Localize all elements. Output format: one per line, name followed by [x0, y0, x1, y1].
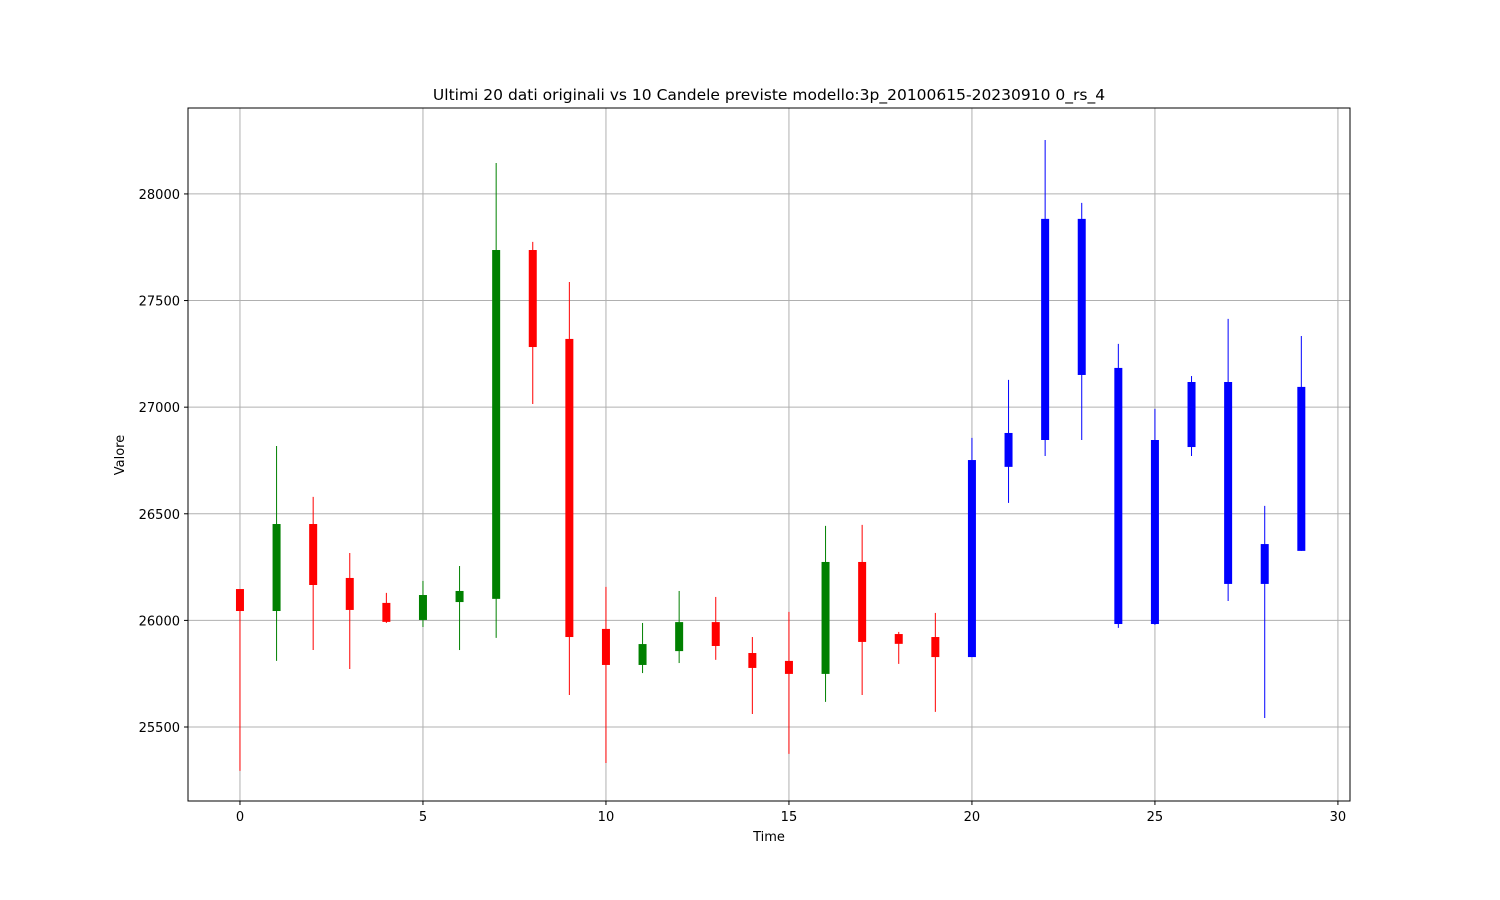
candle-body	[638, 644, 647, 665]
candle-body	[1187, 382, 1196, 448]
candle-body	[748, 653, 757, 668]
candle-body	[1077, 218, 1086, 375]
y-tick-label: 26500	[139, 508, 180, 523]
x-tick-label: 10	[598, 810, 615, 825]
x-tick-label: 30	[1330, 810, 1347, 825]
candle-body	[821, 561, 830, 674]
y-tick-label: 28000	[139, 188, 180, 203]
candle-body	[711, 622, 720, 646]
candle-body	[382, 602, 391, 622]
candle-body	[455, 590, 464, 603]
y-tick-label: 27000	[139, 401, 180, 416]
chart-title: Ultimi 20 dati originali vs 10 Candele p…	[433, 86, 1105, 105]
y-axis-label: Valore	[113, 435, 128, 475]
candle-body	[601, 628, 610, 665]
candle-body	[1041, 218, 1050, 441]
x-tick-label: 20	[964, 810, 981, 825]
x-axis-label: Time	[752, 830, 785, 845]
candle-body	[858, 561, 867, 642]
candle-body	[1004, 432, 1013, 467]
candle-body	[1114, 367, 1123, 625]
candle-body	[1260, 544, 1269, 584]
candle-body	[272, 524, 281, 612]
x-tick-label: 25	[1147, 810, 1164, 825]
x-tick-label: 5	[419, 810, 427, 825]
candle-body	[345, 577, 354, 610]
plot-frame	[187, 107, 1351, 802]
candle-body	[418, 595, 427, 620]
x-tick-label: 15	[781, 810, 798, 825]
candle-body	[784, 660, 793, 674]
candle-body	[1224, 382, 1233, 584]
x-tick-label: 0	[236, 810, 244, 825]
candle-body	[1150, 440, 1159, 625]
candle-body	[492, 250, 501, 599]
y-tick-label: 25500	[139, 721, 180, 736]
candle-body	[894, 634, 903, 644]
y-tick-label: 27500	[139, 295, 180, 310]
candle-body	[309, 524, 318, 585]
candle-body	[528, 250, 537, 348]
candle-body	[1297, 386, 1306, 551]
candle-body	[967, 460, 976, 658]
candle-body	[931, 637, 940, 658]
candle-body	[675, 622, 684, 652]
plot: 25500 26000 26500 27000 27500 28000 0 5 10 15 20 25…	[139, 108, 1350, 825]
candle-body	[565, 338, 574, 638]
candle-body	[235, 589, 244, 612]
y-tick-label: 26000	[139, 614, 180, 629]
